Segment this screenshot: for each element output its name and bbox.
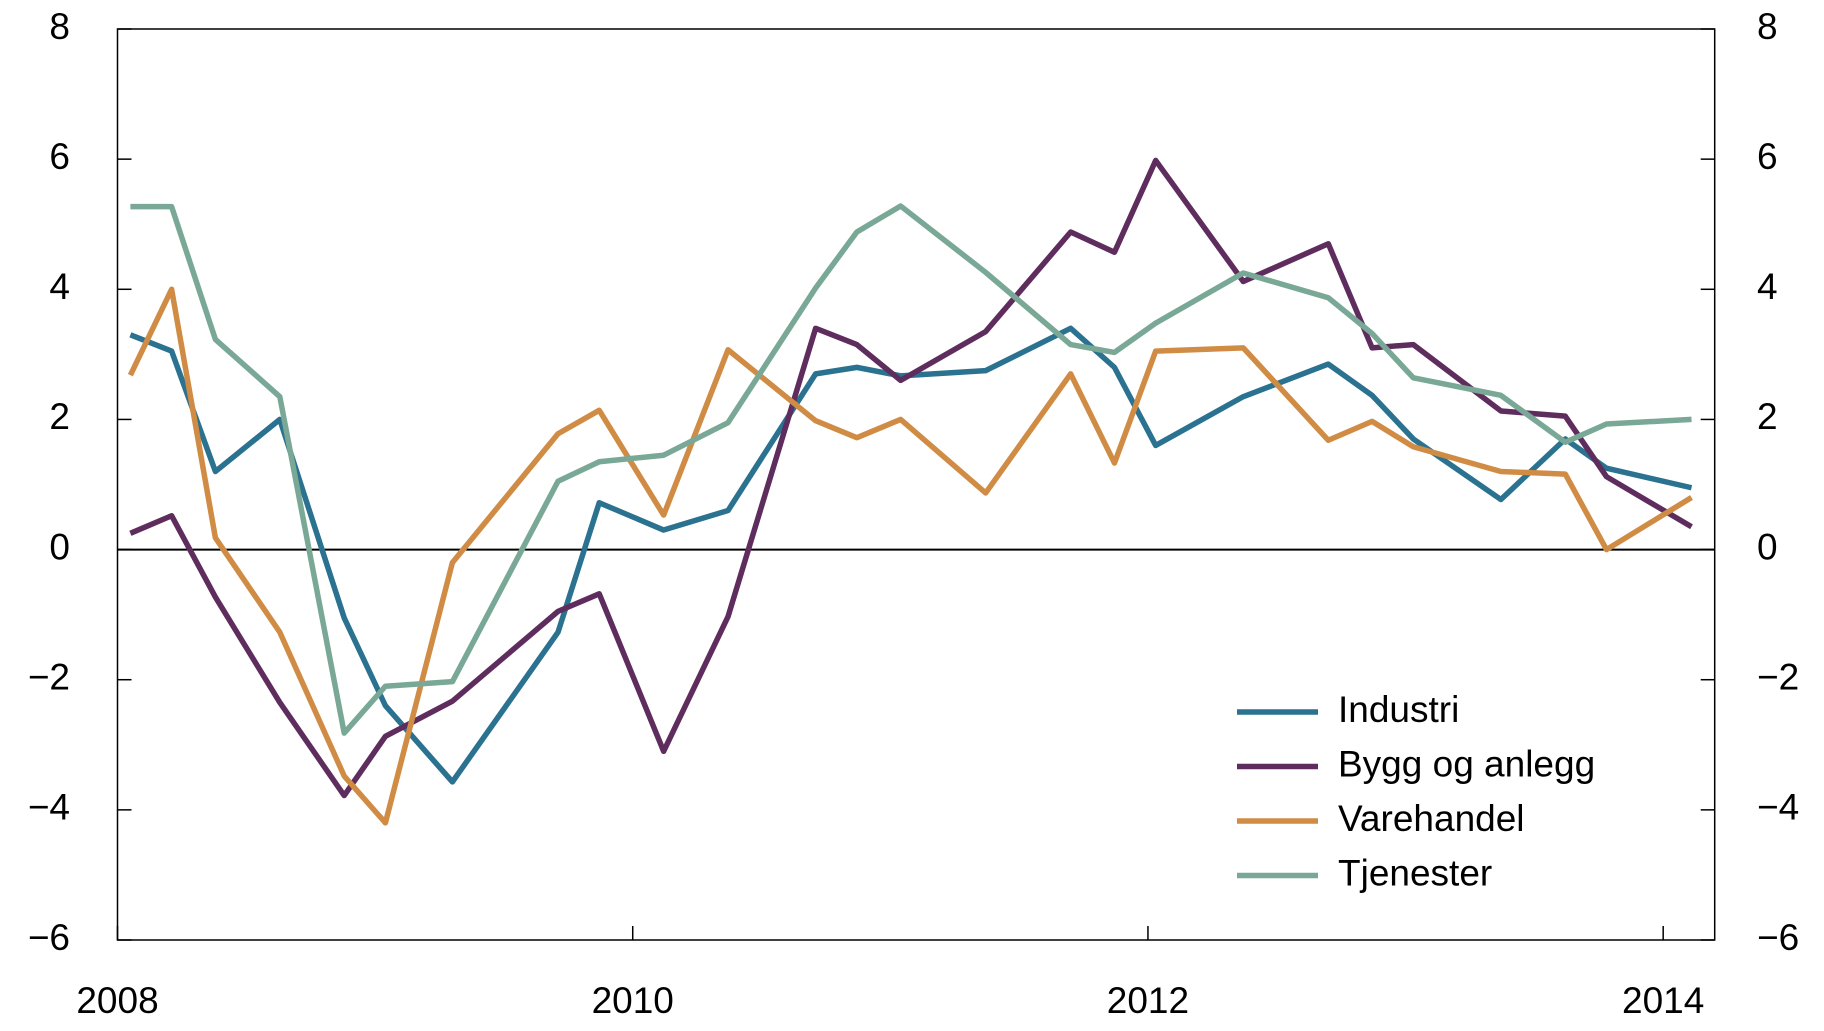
series-line — [127, 286, 1693, 826]
x-tick-label: 2010 — [592, 980, 674, 1021]
y-tick-label: 8 — [49, 6, 70, 47]
y2-tick-label: 8 — [1757, 6, 1778, 47]
y2-tick-label: −2 — [1757, 656, 1799, 697]
y-tick-label: −4 — [28, 787, 70, 828]
legend-label: Varehandel — [1338, 798, 1525, 839]
series-line — [129, 325, 1693, 785]
x-tick-label: 2012 — [1107, 980, 1189, 1021]
x-tick-label: 2008 — [76, 980, 158, 1021]
y-tick-label: 6 — [49, 136, 70, 177]
y-tick-label: 4 — [49, 266, 70, 307]
y-tick-label: −6 — [28, 917, 70, 958]
y-tick-label: 2 — [49, 396, 70, 437]
legend-label: Industri — [1338, 689, 1459, 730]
series-line — [130, 203, 1692, 736]
y-tick-label: −2 — [28, 656, 70, 697]
y2-tick-label: −4 — [1757, 787, 1799, 828]
y2-tick-label: −6 — [1757, 917, 1799, 958]
y2-tick-label: 0 — [1757, 526, 1778, 567]
plot-frame — [116, 28, 1716, 941]
y2-tick-label: 4 — [1757, 266, 1778, 307]
y-tick-label: 0 — [49, 526, 70, 567]
y2-tick-label: 6 — [1757, 136, 1778, 177]
legend-label: Bygg og anlegg — [1338, 743, 1595, 784]
y2-tick-label: 2 — [1757, 396, 1778, 437]
legend-label: Tjenester — [1338, 852, 1492, 893]
x-tick-label: 2014 — [1622, 980, 1704, 1021]
